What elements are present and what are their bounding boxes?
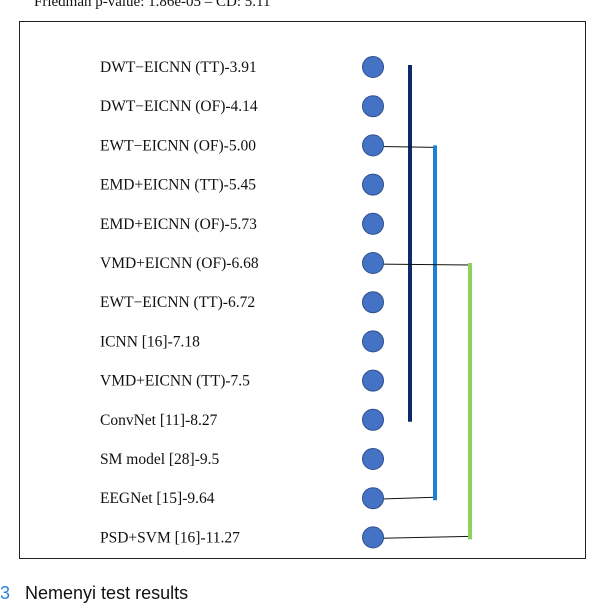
method-marker [362,369,384,392]
method-label: EWT−EICNN (OF)-5.00 [100,137,256,154]
chart-header: Friedman p-value: 1.86e-05 – CD: 5.11 [34,0,271,10]
caption-spacer [10,583,25,603]
group-3-top-connector [372,263,471,266]
method-marker [362,330,384,353]
method-label: EMD+EICNN (TT)-5.45 [100,177,256,194]
group-3-bottom-connector [372,535,471,539]
method-label: EEGNet [15]-9.64 [100,490,215,507]
method-marker [362,526,384,549]
method-label: ConvNet [11]-8.27 [100,412,218,429]
method-marker [362,173,384,196]
method-marker [362,134,384,157]
method-marker [362,487,384,510]
method-marker [362,408,384,431]
method-label: DWT−EICNN (OF)-4.14 [100,98,258,115]
cd-diagram: DWT−EICNN (TT)-3.91 DWT−EICNN (OF)-4.14 EW… [100,56,472,549]
method-label: SM model [28]-9.5 [100,451,220,468]
method-label: VMD+EICNN (TT)-7.5 [100,373,250,390]
method-marker [362,56,384,78]
method-label: DWT−EICNN (TT)-3.91 [100,59,257,76]
method-marker [362,448,384,470]
method-marker [362,291,384,314]
method-marker [362,95,384,118]
method-label: ICNN [16]-7.18 [100,333,200,350]
method-label: VMD+EICNN (OF)-6.68 [100,255,259,272]
figure-caption: 3 Nemenyi test results [0,583,188,604]
method-label: EMD+EICNN (OF)-5.73 [100,216,257,233]
method-marker [362,212,384,235]
method-marker [362,252,384,274]
caption-number: 3 [0,583,11,603]
method-label: EWT−EICNN (TT)-6.72 [100,294,255,311]
method-label: PSD+SVM [16]-11.27 [100,529,240,546]
plot-frame: DWT−EICNN (TT)-3.91 DWT−EICNN (OF)-4.14 EW… [19,21,586,559]
caption-text: Nemenyi test results [25,583,189,603]
